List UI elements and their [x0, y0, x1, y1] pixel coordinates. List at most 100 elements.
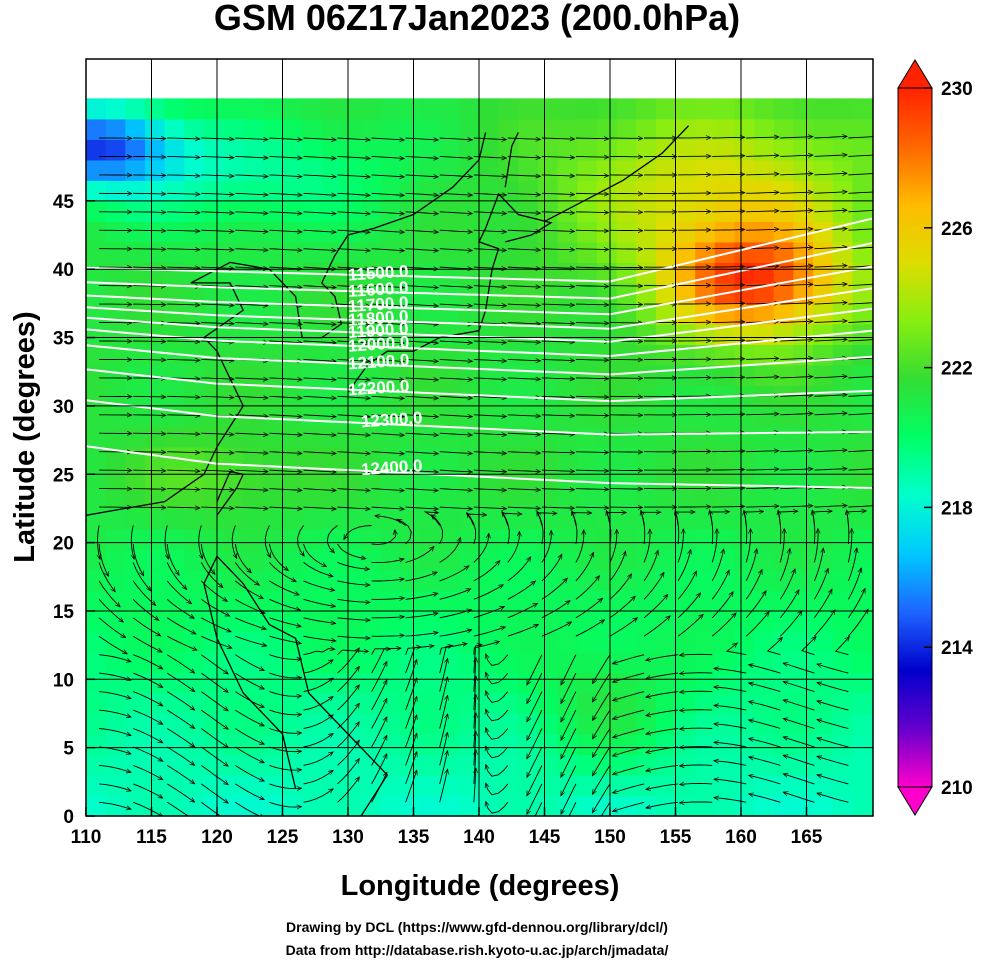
streamline: [337, 156, 371, 158]
field-cell: [616, 139, 637, 161]
field-cell: [616, 405, 637, 428]
streamline: [371, 230, 405, 232]
field-cell: [125, 508, 146, 530]
field-cell: [459, 344, 480, 366]
streamline: [303, 580, 335, 591]
field-cell: [380, 692, 401, 715]
field-cell: [537, 303, 559, 325]
field-cell: [616, 754, 637, 776]
streamline: [337, 415, 371, 417]
field-cell: [439, 200, 460, 222]
field-cell: [754, 487, 775, 510]
streamline: [560, 746, 577, 777]
field-cell: [695, 651, 716, 674]
field-cell: [86, 180, 107, 202]
streamline: [746, 211, 779, 212]
streamline: [712, 137, 745, 138]
field-cell: [793, 139, 814, 161]
streamline: [848, 320, 873, 323]
x-tick-label: 135: [398, 827, 430, 848]
streamline: [712, 174, 745, 175]
field-cell: [596, 426, 618, 448]
streamline: [541, 507, 575, 508]
field-cell: [341, 139, 362, 161]
field-cell: [164, 467, 185, 489]
field-cell: [832, 610, 853, 633]
streamline: [575, 193, 609, 194]
streamline: [133, 470, 166, 471]
streamline: [235, 489, 268, 491]
field-cell: [636, 549, 657, 571]
field-cell: [282, 139, 303, 161]
field-cell: [86, 672, 107, 694]
field-cell: [262, 528, 284, 551]
streamline: [166, 580, 191, 604]
streamline: [609, 267, 643, 268]
streamline: [526, 654, 543, 685]
streamline: [814, 589, 833, 619]
field-cell: [695, 467, 716, 489]
field-cell: [773, 651, 794, 674]
field-cell: [734, 323, 755, 345]
streamline: [98, 543, 109, 576]
field-cell: [813, 774, 834, 797]
streamline: [167, 433, 200, 434]
field-cell: [459, 364, 480, 386]
streamline: [269, 728, 301, 734]
field-cell: [86, 467, 107, 489]
streamline: [269, 580, 299, 595]
streamline: [439, 644, 468, 655]
field-cell: [596, 221, 618, 243]
streamline: [848, 449, 873, 453]
streamline: [593, 746, 611, 776]
streamline: [99, 672, 131, 680]
field-cell: [164, 364, 185, 386]
field-cell: [86, 364, 107, 386]
field-cell: [537, 159, 559, 181]
field-cell: [616, 774, 637, 797]
field-cell: [86, 713, 107, 735]
field-cell: [754, 754, 775, 776]
field-cell: [498, 180, 519, 202]
field-cell: [616, 282, 637, 304]
streamline: [167, 341, 200, 342]
streamline: [439, 470, 473, 472]
field-cell: [754, 528, 775, 551]
field-cell: [479, 733, 500, 756]
field-cell: [223, 159, 244, 181]
streamline: [439, 415, 473, 417]
streamline: [613, 783, 645, 793]
field-cell: [86, 262, 107, 284]
field-cell: [813, 221, 834, 243]
streamline: [133, 691, 163, 706]
field-cell: [144, 590, 166, 612]
field-cell: [380, 610, 401, 633]
field-cell: [361, 569, 382, 592]
field-cell: [852, 610, 873, 633]
field-cell: [636, 487, 657, 510]
streamline: [465, 514, 487, 526]
field-cell: [498, 713, 519, 735]
streamline: [817, 664, 849, 674]
field-cell: [695, 569, 716, 592]
field-cell: [832, 549, 853, 571]
field-cell: [203, 774, 225, 797]
field-cell: [793, 590, 814, 612]
field-cell: [479, 344, 500, 366]
field-cell: [203, 159, 225, 181]
field-cell: [714, 467, 736, 489]
field-cell: [439, 733, 460, 756]
streamline: [133, 452, 166, 453]
x-tick-label: 140: [463, 827, 495, 848]
field-cell: [400, 774, 421, 797]
field-cell: [695, 795, 716, 816]
field-cell: [459, 180, 480, 202]
field-cell: [400, 159, 421, 181]
streamline: [133, 654, 163, 669]
field-cell: [420, 549, 441, 571]
field-cell: [537, 590, 559, 612]
field-cell: [125, 610, 146, 633]
field-cell: [302, 303, 323, 325]
field-cell: [498, 323, 519, 345]
field-cell: [616, 651, 637, 674]
